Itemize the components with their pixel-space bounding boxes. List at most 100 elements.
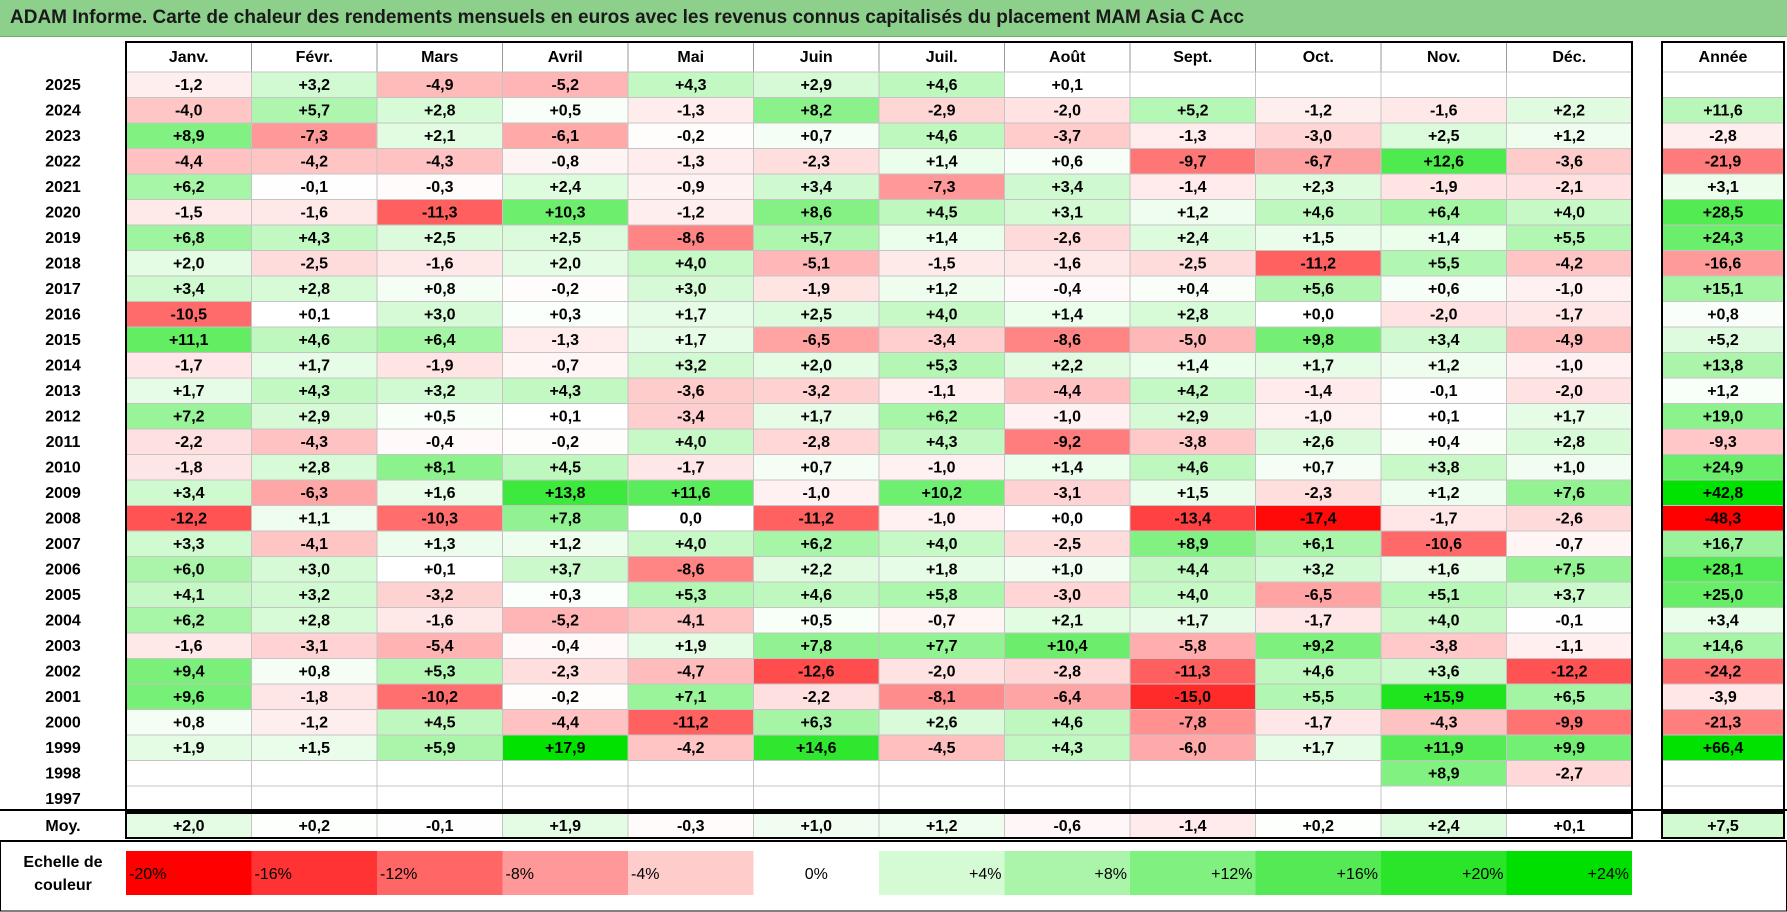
heatmap-cell-value: +3,0: [424, 307, 456, 324]
heatmap-cell: [1004, 479, 1131, 506]
annual-cell-value: +42,8: [1703, 485, 1744, 502]
heatmap-cell-value: +14,6: [796, 740, 837, 757]
heatmap-cell-value: +5,1: [1428, 587, 1460, 604]
heatmap-cell: [878, 530, 1005, 557]
heatmap-cell-value: +1,4: [1051, 307, 1083, 324]
heatmap-cell-value: +1,5: [1302, 230, 1334, 247]
annual-cell-value: +3,4: [1707, 613, 1739, 630]
average-cell-value: -0,6: [1053, 818, 1081, 835]
heatmap-cell: [1129, 352, 1256, 379]
heatmap-cell-value: +0,0: [1051, 511, 1083, 528]
heatmap-cell-value: -1,5: [928, 256, 956, 273]
heatmap-cell-value: -1,7: [175, 358, 203, 375]
heatmap-cell-value: +3,2: [675, 358, 707, 375]
year-label: 2002: [45, 664, 81, 681]
heatmap-cell: [1129, 275, 1256, 302]
heatmap-cell: [753, 607, 880, 634]
heatmap-cell-value: +5,7: [298, 103, 330, 120]
heatmap-cell: [376, 403, 503, 430]
heatmap-cell-value: +3,1: [1051, 205, 1083, 222]
heatmap-cell: [753, 326, 880, 353]
heatmap-cell-value: +4,3: [926, 434, 958, 451]
heatmap-cell: [251, 658, 378, 685]
annual-header-label: Année: [1699, 49, 1748, 66]
heatmap-cell: [878, 683, 1005, 710]
heatmap-cell-value: +3,4: [173, 281, 205, 298]
heatmap-cell-value: +1,3: [424, 536, 456, 553]
heatmap-cell-value: +0,7: [1302, 460, 1334, 477]
heatmap-cell: [1506, 454, 1633, 481]
heatmap-cell-value: -6,0: [1179, 740, 1207, 757]
heatmap-cell-value: -0,1: [300, 179, 328, 196]
heatmap-cell-value: +2,8: [298, 613, 330, 630]
year-label: 2011: [46, 434, 81, 451]
heatmap-cell: [1506, 479, 1633, 506]
heatmap-cell: [376, 250, 503, 277]
month-header-label: Avril: [548, 49, 583, 66]
heatmap-cell: [627, 301, 754, 328]
heatmap-cell: [1255, 479, 1382, 506]
heatmap-cell-value: +7,8: [549, 511, 581, 528]
heatmap-cell: [251, 71, 378, 98]
heatmap-cell: [1004, 97, 1131, 124]
heatmap-cell-value: -1,6: [1053, 256, 1081, 273]
heatmap-cell: [1004, 785, 1131, 812]
heatmap-cell: [1380, 71, 1507, 98]
heatmap-cell-value: -0,1: [1555, 613, 1583, 630]
average-cell-value: -0,1: [426, 818, 454, 835]
heatmap-cell-value: +1,0: [1553, 460, 1585, 477]
heatmap-cell-value: -3,1: [1053, 485, 1081, 502]
annual-cell-value: -9,3: [1709, 434, 1737, 451]
heatmap-cell: [1255, 352, 1382, 379]
heatmap-cell-value: +15,9: [1424, 689, 1465, 706]
heatmap-cell-value: -1,3: [677, 154, 705, 171]
month-header-label: Févr.: [296, 49, 333, 66]
heatmap-cell-value: -5,2: [551, 77, 579, 94]
heatmap-cell: [878, 148, 1005, 175]
heatmap-cell-value: -2,0: [1555, 383, 1583, 400]
heatmap-cell: [125, 607, 252, 634]
heatmap-cell-value: +10,3: [545, 205, 586, 222]
color-scale-label: -12%: [380, 866, 417, 883]
heatmap-cell: [251, 785, 378, 812]
heatmap-cell-value: -1,6: [1430, 103, 1458, 120]
heatmap-cell-value: +4,0: [675, 256, 707, 273]
heatmap-cell-value: -5,4: [426, 638, 454, 655]
heatmap-cell-value: -12,6: [798, 664, 835, 681]
heatmap-cell-value: +4,0: [926, 536, 958, 553]
annual-cell-value: +14,6: [1703, 638, 1744, 655]
heatmap-cell-value: -4,3: [1430, 715, 1458, 732]
heatmap-cell: [1506, 71, 1633, 98]
heatmap-cell-value: -8,6: [677, 230, 705, 247]
heatmap-cell: [1129, 71, 1256, 98]
heatmap-cell-value: +2,1: [424, 128, 456, 145]
heatmap-cell-value: +4,0: [675, 434, 707, 451]
year-label: 2018: [45, 256, 81, 273]
heatmap-cell-value: +2,5: [800, 307, 832, 324]
heatmap-cell: [251, 301, 378, 328]
month-grid-border: [125, 41, 1633, 813]
heatmap-cell-value: +0,4: [1428, 434, 1460, 451]
heatmap-cell: [251, 199, 378, 226]
heatmap-cell: [753, 428, 880, 455]
heatmap-cell-value: -15,0: [1175, 689, 1212, 706]
year-label: 2007: [45, 536, 81, 553]
heatmap-cell: [251, 454, 378, 481]
heatmap-cell-value: -0,4: [426, 434, 454, 451]
heatmap-cell-value: +1,2: [1428, 485, 1460, 502]
heatmap-cell: [753, 97, 880, 124]
heatmap-cell-value: +10,2: [922, 485, 963, 502]
heatmap-cell-value: -0,1: [1430, 383, 1458, 400]
heatmap-cell-value: -1,2: [677, 205, 705, 222]
heatmap-cell-value: +4,6: [1302, 664, 1334, 681]
heatmap-cell-value: -4,5: [928, 740, 956, 757]
average-cell-value: +0,2: [1302, 818, 1334, 835]
heatmap-cell: [1129, 556, 1256, 583]
heatmap-cell: [251, 403, 378, 430]
annual-cell: [1661, 683, 1785, 710]
heatmap-cell-value: -2,1: [1555, 179, 1583, 196]
heatmap-cell-value: -1,9: [1430, 179, 1458, 196]
heatmap-cell-value: -2,3: [1304, 485, 1332, 502]
heatmap-cell: [878, 658, 1005, 685]
color-scale-label: +12%: [1211, 866, 1252, 883]
